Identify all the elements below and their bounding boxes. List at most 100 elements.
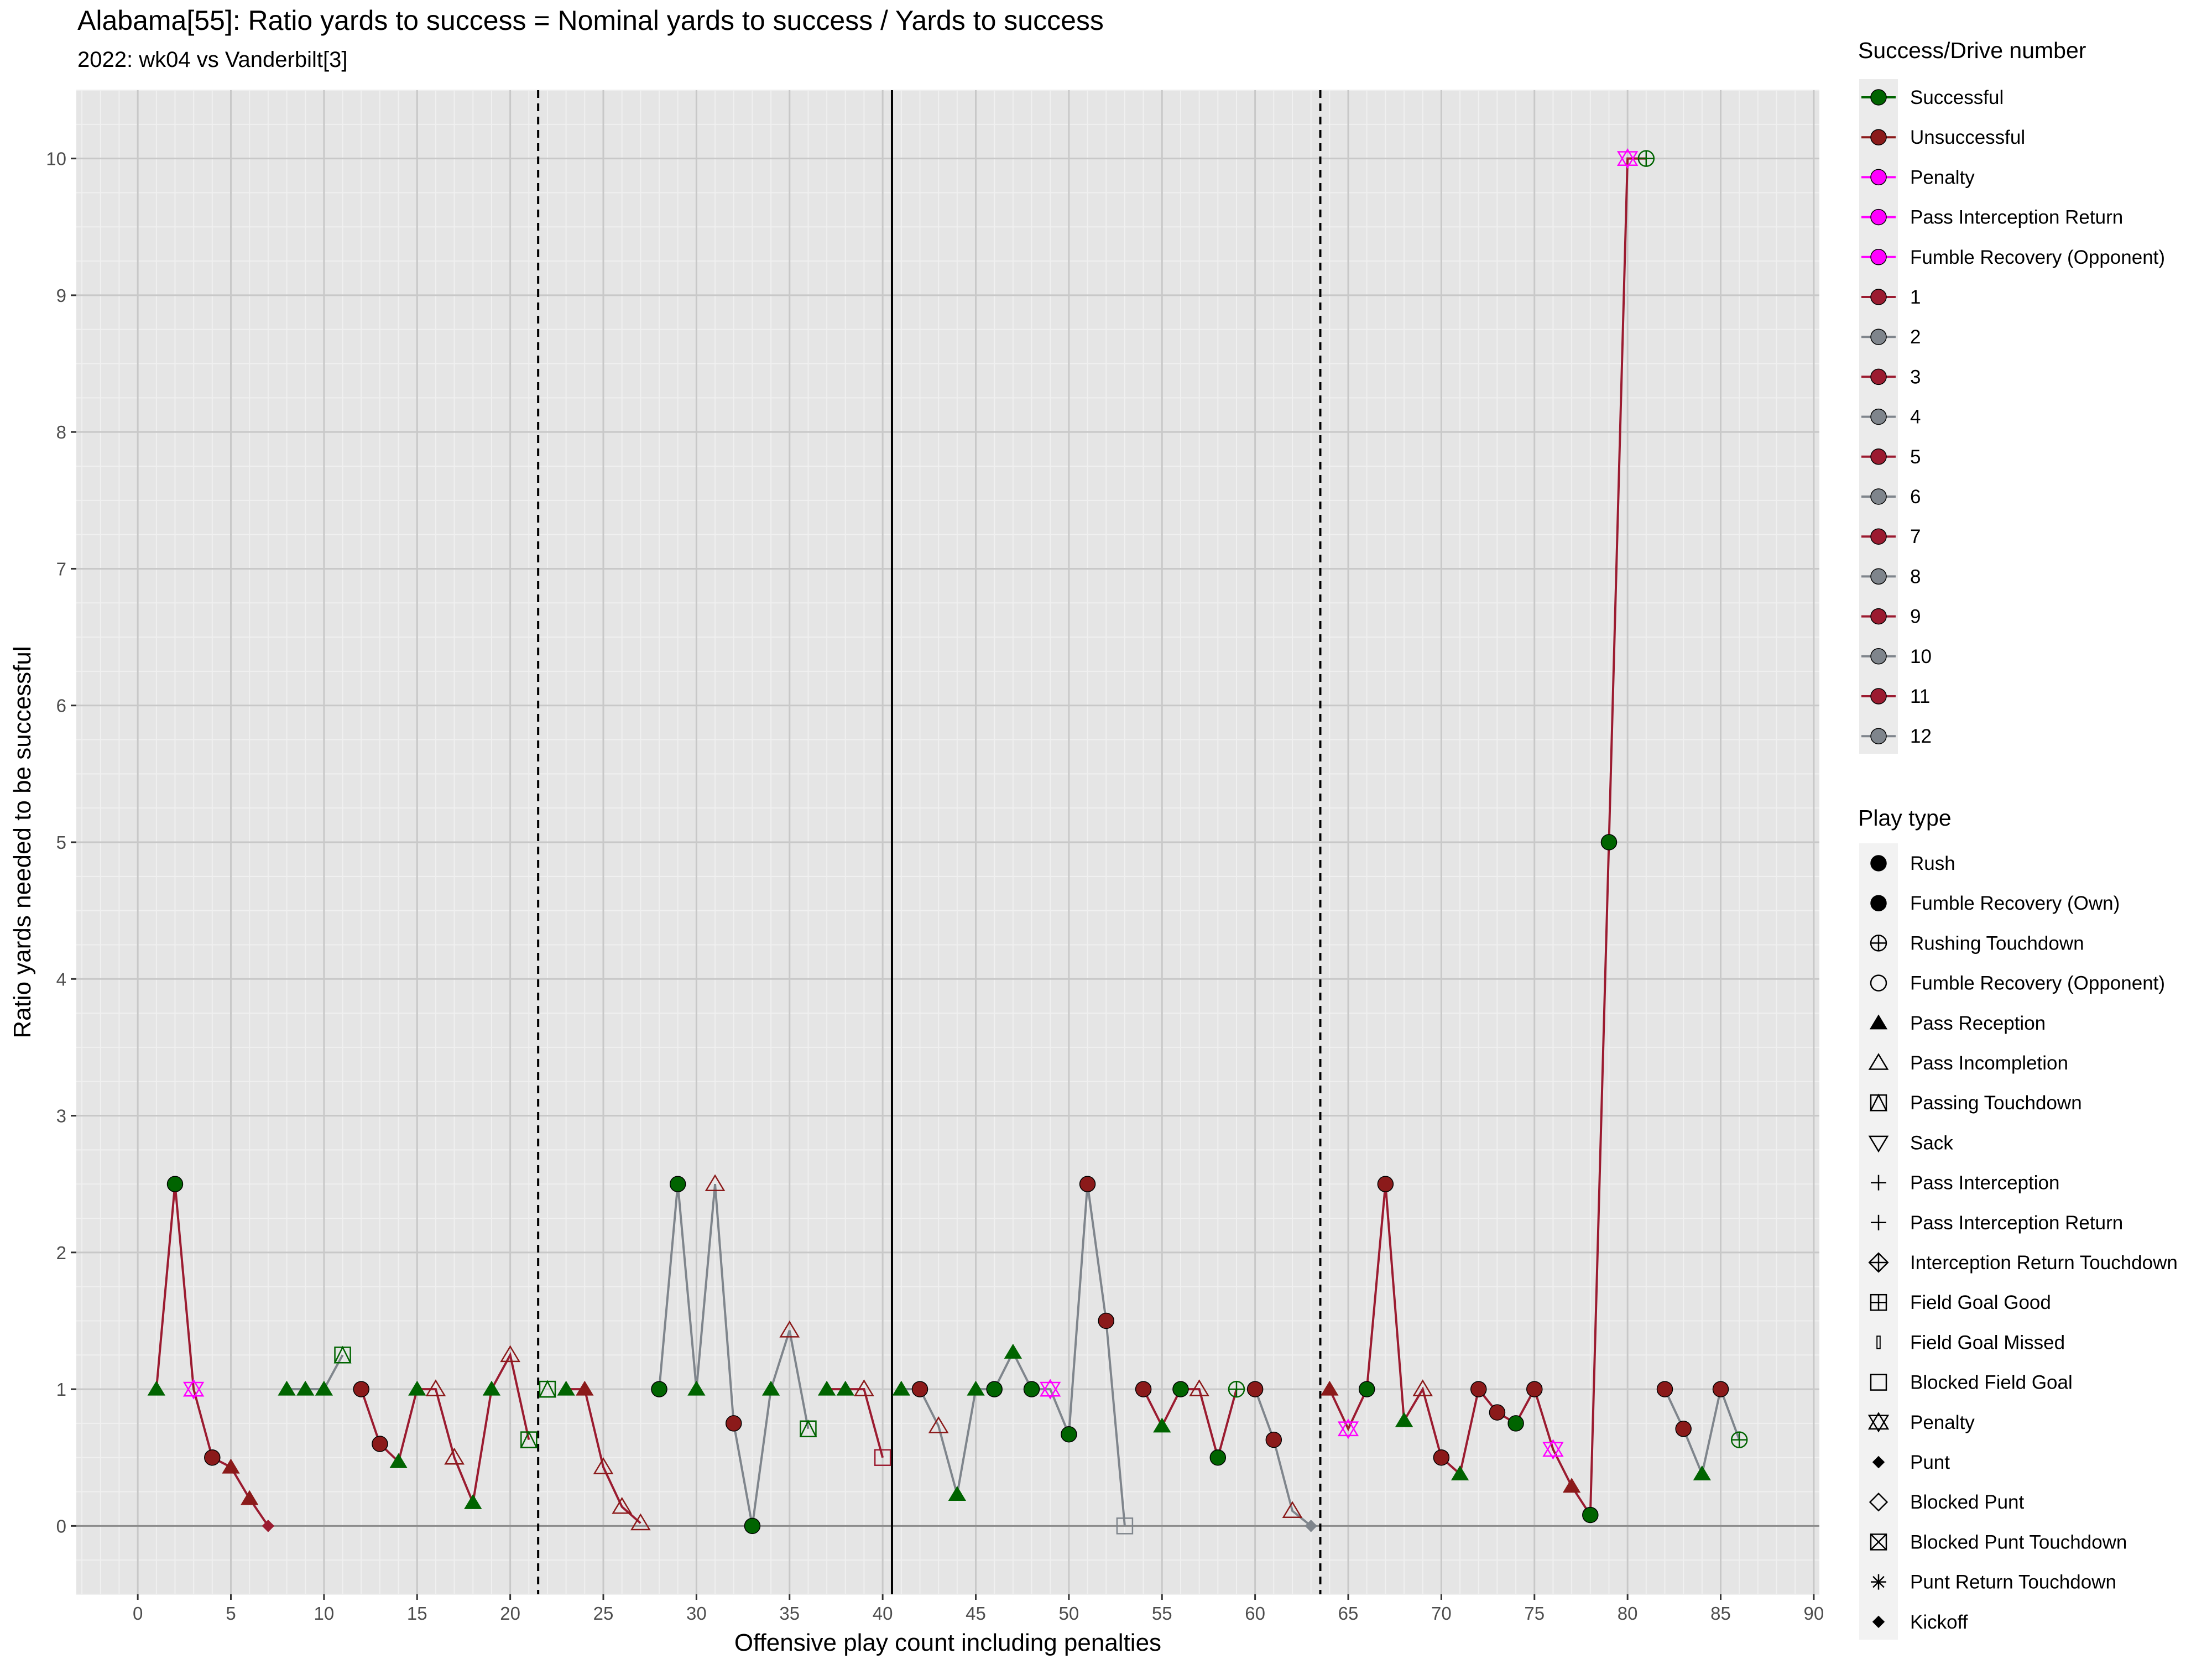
marker-shape [986,1381,1003,1397]
data-point [1507,1415,1524,1432]
marker-shape [1470,1381,1487,1397]
data-point [799,1420,817,1438]
marker-shape [1489,1404,1506,1421]
marker-shape [444,1447,465,1465]
marker-shape [1246,1381,1264,1397]
data-point [1337,1418,1359,1439]
marker-shape [408,1380,426,1396]
data-point [1004,1343,1022,1359]
data-point [333,1345,352,1364]
marker-shape [1116,1517,1134,1535]
marker-shape [1600,834,1618,851]
marker-shape [1876,1335,1881,1349]
legend-success-label: Fumble Recovery (Opponent) [1910,247,2165,268]
legend-play-label: Pass Reception [1910,1013,2046,1034]
data-point [482,1380,501,1396]
data-point [911,1381,928,1397]
legend-key-point [1870,169,1887,186]
legend-success-label: Penalty [1910,166,1975,188]
marker-shape [1395,1412,1413,1427]
marker-shape [1412,1379,1433,1396]
marker-shape [557,1380,575,1396]
legend-key-background [1859,843,1898,1640]
legend-success-label: 10 [1910,646,1932,667]
data-point [1656,1381,1673,1397]
x-tick-label: 85 [1710,1603,1731,1624]
data-point [1246,1381,1264,1397]
legend-success-label: 9 [1910,606,1921,628]
y-tick-label: 2 [56,1243,66,1263]
data-point [1209,1449,1227,1466]
legend-key-point [1870,208,1887,226]
marker-shape [464,1494,482,1509]
data-point [1061,1426,1077,1443]
data-point [372,1436,388,1452]
drive-line-3 [360,1352,530,1507]
marker-shape [278,1380,296,1396]
marker-shape [1451,1465,1469,1480]
marker-shape [744,1517,761,1535]
data-point [1305,1520,1317,1532]
legend-success-label: 4 [1910,406,1921,428]
legend-play-label: Fumble Recovery (Opponent) [1910,973,2165,994]
data-point [892,1380,910,1396]
marker-shape [1870,974,1887,992]
drive-line-10 [1254,1389,1312,1527]
marker-shape [1305,1520,1317,1532]
marker-shape [425,1379,446,1396]
marker-shape [1872,1575,1885,1588]
marker-shape [1265,1431,1282,1448]
marker-shape [1616,151,1639,169]
marker-shape [1282,1501,1303,1518]
data-point [520,1430,538,1448]
legend-key-shape [1869,1493,1888,1512]
legend-key-point [1870,408,1887,425]
data-point [651,1381,667,1397]
legend-key-shape [1869,1014,1888,1030]
marker-shape [482,1380,501,1396]
data-point [854,1379,874,1396]
marker-shape [520,1430,538,1448]
data-point [1433,1449,1450,1466]
legend-key-shape [1870,1374,1887,1391]
legend-key-point [1870,89,1887,106]
marker-shape [1868,1053,1889,1070]
legend-key-point [1870,648,1887,665]
marker-shape [967,1380,985,1396]
data-point [669,1176,686,1192]
data-point [538,1380,557,1398]
drive-line-9 [1142,1388,1238,1462]
legend-key-point [1870,289,1887,305]
marker-shape [1209,1449,1227,1466]
marker-shape [1869,1014,1888,1030]
marker-shape [1675,1421,1692,1437]
data-point [1282,1501,1303,1518]
data-point [1470,1381,1487,1397]
legend-key-point [1870,249,1887,265]
data-point [1321,1380,1339,1396]
data-point [408,1380,426,1396]
data-point [204,1449,221,1466]
x-tick-label: 30 [686,1603,707,1624]
legend-play-label: Punt [1910,1452,1950,1473]
marker-shape [1868,1135,1889,1153]
x-tick-label: 35 [779,1603,800,1624]
legend-key-shape [1870,855,1887,872]
marker-shape [1870,1374,1887,1391]
data-point [948,1486,967,1501]
data-point [1582,1506,1599,1524]
x-tick-label: 70 [1431,1603,1452,1624]
marker-shape [241,1490,259,1505]
y-tick-label: 4 [56,969,66,989]
x-tick-label: 55 [1152,1603,1172,1624]
legend-success-label: 1 [1910,286,1921,308]
data-point [986,1381,1003,1397]
legend-key-point [1870,608,1887,625]
marker-shape [1358,1381,1375,1397]
marker-shape [353,1381,369,1397]
data-point [576,1380,594,1396]
marker-shape [1869,1093,1888,1112]
legend-key-shape [1871,1214,1886,1230]
data-point [1542,1439,1564,1460]
